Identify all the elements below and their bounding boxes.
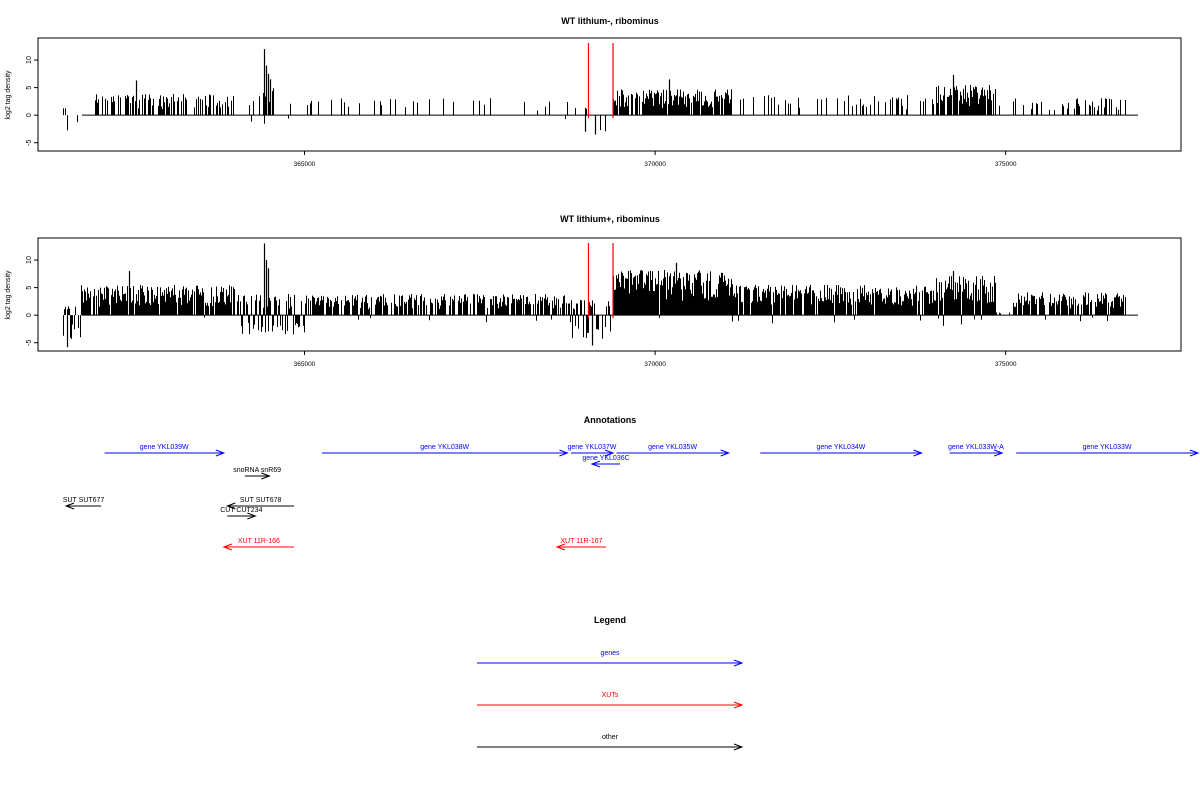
legend-label: XUTs: [602, 692, 619, 699]
annotation-feature: SUT SUT678: [225, 497, 294, 510]
x-tick-label: 370000: [644, 161, 666, 168]
annotation-feature: SUT SUT677: [63, 497, 105, 510]
y-tick-label: 0: [26, 113, 33, 117]
arrow-head: [1189, 449, 1200, 457]
y-tick-label: -5: [26, 340, 33, 346]
feature-label: gene YKL034W: [816, 444, 865, 451]
arrow-head: [215, 449, 226, 457]
x-tick-label: 375000: [995, 361, 1017, 368]
arrow-head: [590, 460, 601, 468]
track-lithium-plus: WT lithium+, ribominus log2 tag density …: [5, 214, 1182, 368]
track-title: WT lithium-, ribominus: [561, 16, 659, 26]
feature-label: gene YKL033W: [1083, 444, 1132, 451]
annotation-feature: XUT 11R-167: [555, 538, 606, 551]
feature-label: XUT 11R-167: [560, 538, 602, 545]
arrow-head: [733, 659, 744, 667]
feature-label: SUT SUT677: [63, 497, 105, 504]
y-tick-label: 5: [26, 286, 33, 290]
arrow-head: [994, 449, 1004, 457]
arrow-head: [733, 743, 744, 751]
y-tick-label: 10: [26, 256, 33, 264]
marker-lines: [587, 243, 614, 318]
feature-label: gene YKL037W: [568, 444, 617, 451]
bar-series: [63, 243, 1138, 348]
feature-label: gene YKL036C: [582, 455, 629, 462]
annotations-title: Annotations: [584, 415, 637, 425]
annotation-feature: gene YKL034W: [760, 444, 923, 457]
annotation-feature: snoRNA snR69: [233, 467, 281, 480]
legend-entry: XUTs: [477, 692, 744, 709]
feature-label: SUT SUT678: [240, 497, 282, 504]
track-lithium-minus: WT lithium-, ribominus log2 tag density …: [5, 16, 1182, 168]
feature-list: gene YKL039W gene YKL038W gene YKL037W gene…: [63, 444, 1200, 551]
annotation-feature: gene YKL038W: [321, 444, 569, 457]
marker-lines: [587, 43, 614, 118]
x-tick-label: 365000: [294, 161, 316, 168]
legend-label: other: [602, 734, 619, 741]
plot-frame: [37, 37, 1182, 152]
feature-label: XUT 11R-166: [238, 538, 280, 545]
arrow-head: [261, 472, 271, 480]
y-axis: 10 5 0 -5: [26, 256, 38, 346]
annotations-panel: Annotations gene YKL039W gene YKL038W gene…: [63, 415, 1200, 551]
y-tick-label: 10: [26, 56, 33, 64]
legend-entry: genes: [477, 650, 744, 667]
feature-label: gene YKL035W: [648, 444, 697, 451]
arrow-head: [222, 543, 233, 551]
legend-label: genes: [600, 650, 620, 657]
annotation-feature: XUT 11R-166: [222, 538, 294, 551]
annotation-feature: CUT CUT234: [220, 507, 263, 520]
legend-entries: genes XUTs other: [477, 650, 744, 751]
y-tick-label: -5: [26, 140, 33, 146]
arrow-head: [247, 512, 257, 520]
feature-label: gene YKL038W: [420, 444, 469, 451]
annotation-feature: gene YKL037W: [568, 444, 617, 457]
legend-entry: other: [477, 734, 744, 751]
x-axis: 365000 370000 375000: [294, 151, 1017, 168]
feature-label: snoRNA snR69: [233, 467, 281, 474]
legend-panel: Legend genes XUTs other: [477, 615, 744, 751]
y-axis: 10 5 0 -5: [26, 56, 38, 146]
arrow-head: [555, 543, 566, 551]
arrow-head: [64, 502, 75, 510]
x-axis: 365000 370000 375000: [294, 351, 1017, 368]
feature-label: gene YKL039W: [140, 444, 189, 451]
y-axis-label: log2 tag density: [5, 270, 12, 320]
annotation-feature: gene YKL033W-A: [948, 444, 1004, 457]
legend-title: Legend: [594, 615, 626, 625]
arrow-head: [225, 502, 236, 510]
track-title: WT lithium+, ribominus: [560, 214, 660, 224]
bar-series: [63, 49, 1138, 135]
feature-label: CUT CUT234: [220, 507, 262, 514]
annotation-feature: gene YKL036C: [582, 455, 630, 468]
annotation-feature: gene YKL033W: [1016, 444, 1200, 457]
arrow-head: [604, 449, 615, 457]
annotation-feature: gene YKL039W: [104, 444, 226, 457]
y-axis-label: log2 tag density: [5, 70, 12, 120]
arrow-head: [913, 449, 923, 457]
plot-frame: [37, 237, 1182, 352]
y-tick-label: 5: [26, 86, 33, 90]
x-tick-label: 370000: [644, 361, 666, 368]
y-tick-label: 0: [26, 313, 33, 317]
feature-label: gene YKL033W-A: [948, 444, 1004, 451]
arrow-head: [559, 449, 569, 457]
annotation-feature: gene YKL035W: [616, 444, 731, 457]
arrow-head: [733, 701, 744, 709]
x-tick-label: 375000: [995, 161, 1017, 168]
x-tick-label: 365000: [294, 361, 316, 368]
arrow-head: [720, 449, 731, 457]
